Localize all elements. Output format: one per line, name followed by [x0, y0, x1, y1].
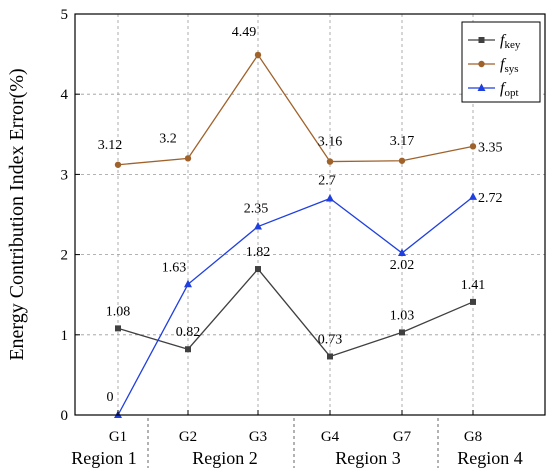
region-label: Region 2: [192, 448, 258, 468]
y-tick-label: 4: [61, 87, 69, 103]
region-label: Region 1: [71, 448, 137, 468]
region-label: Region 3: [335, 448, 401, 468]
data-label-sys-G7: 3.17: [390, 134, 415, 149]
y-tick-label: 0: [61, 408, 69, 424]
y-axis-label: Energy Contribution Index Error(%): [6, 68, 28, 360]
x-axis-ticks: G1 G2 G3 G4 G7 G8: [109, 410, 482, 445]
data-label-opt-G8: 2.72: [478, 191, 503, 206]
marker-key-G4: [327, 353, 333, 360]
marker-opt-G8: [469, 192, 477, 200]
marker-key-G3: [255, 266, 261, 273]
data-label-key-G1: 1.08: [106, 304, 131, 319]
legend-marker-sys: [478, 60, 485, 68]
legend-label-key: fkey: [500, 32, 521, 51]
data-label-opt-G2: 1.63: [162, 260, 187, 275]
data-label-key-G2: 0.82: [176, 325, 201, 340]
marker-opt-G3: [254, 222, 262, 230]
marker-key-G2: [185, 346, 191, 353]
marker-sys-G2: [184, 155, 192, 162]
marker-sys-G8: [469, 143, 477, 150]
y-tick-label: 5: [61, 7, 69, 23]
data-label-key-G7: 1.03: [390, 308, 415, 323]
series-line-sys: [117, 53, 474, 166]
marker-opt-G4: [326, 193, 334, 202]
y-tick-label: 1: [61, 328, 69, 344]
data-label-opt-G7: 2.02: [390, 258, 415, 273]
grid-lines: [75, 14, 545, 415]
series-line-key: [117, 268, 474, 358]
x-tick-label: G7: [393, 429, 412, 445]
x-tick-label: G3: [249, 429, 267, 445]
data-label-opt-G4: 2.7: [318, 173, 336, 188]
y-axis-ticks: 0 1 2 3 4 5: [61, 7, 80, 424]
data-label-key-G3: 1.82: [246, 245, 271, 260]
legend-marker-opt: [477, 83, 486, 91]
data-label-opt-G3: 2.35: [244, 202, 269, 217]
series-markers: [114, 51, 477, 418]
marker-key-G7: [399, 329, 405, 336]
data-label-sys-G2: 3.2: [159, 131, 177, 146]
data-label-sys-G4: 3.16: [318, 135, 343, 150]
marker-key-G8: [470, 298, 476, 305]
legend-label-sys: fsys: [500, 56, 519, 75]
marker-sys-G3: [254, 51, 262, 59]
marker-opt-G2: [184, 279, 192, 288]
legend: fkey fsys fopt: [461, 21, 541, 103]
marker-sys-G7: [398, 157, 406, 164]
legend-marker-key: [478, 37, 485, 43]
data-label-sys-G8: 3.35: [478, 140, 503, 155]
data-label-opt-G1: 0: [107, 390, 114, 405]
x-tick-label: G2: [179, 429, 197, 445]
legend-label-opt: fopt: [500, 80, 519, 99]
data-label-key-G8: 1.41: [461, 278, 486, 293]
x-tick-label: G4: [321, 429, 340, 445]
y-tick-label: 2: [61, 248, 69, 264]
data-label-sys-G3: 4.49: [232, 25, 257, 40]
region-row: Region 1 Region 2 Region 3 Region 4: [71, 418, 523, 468]
plot-frame: [74, 13, 546, 416]
marker-sys-G4: [326, 158, 334, 165]
marker-opt-G7: [398, 248, 406, 256]
y-tick-label: 3: [61, 167, 69, 183]
data-label-key-G4: 0.73: [318, 332, 343, 347]
data-labels: 1.08 0.82 1.82 0.73 1.03 1.41 3.12 3.2 4.49 3.16 3…: [98, 25, 503, 405]
x-tick-label: G8: [464, 429, 482, 445]
x-tick-label: G1: [109, 429, 127, 445]
legend-box: [461, 21, 541, 103]
data-label-sys-G1: 3.12: [98, 138, 123, 153]
region-label: Region 4: [457, 448, 523, 468]
series-line-opt: [117, 196, 474, 416]
series-lines: [117, 53, 474, 416]
marker-sys-G1: [114, 161, 122, 168]
marker-key-G1: [115, 325, 121, 332]
